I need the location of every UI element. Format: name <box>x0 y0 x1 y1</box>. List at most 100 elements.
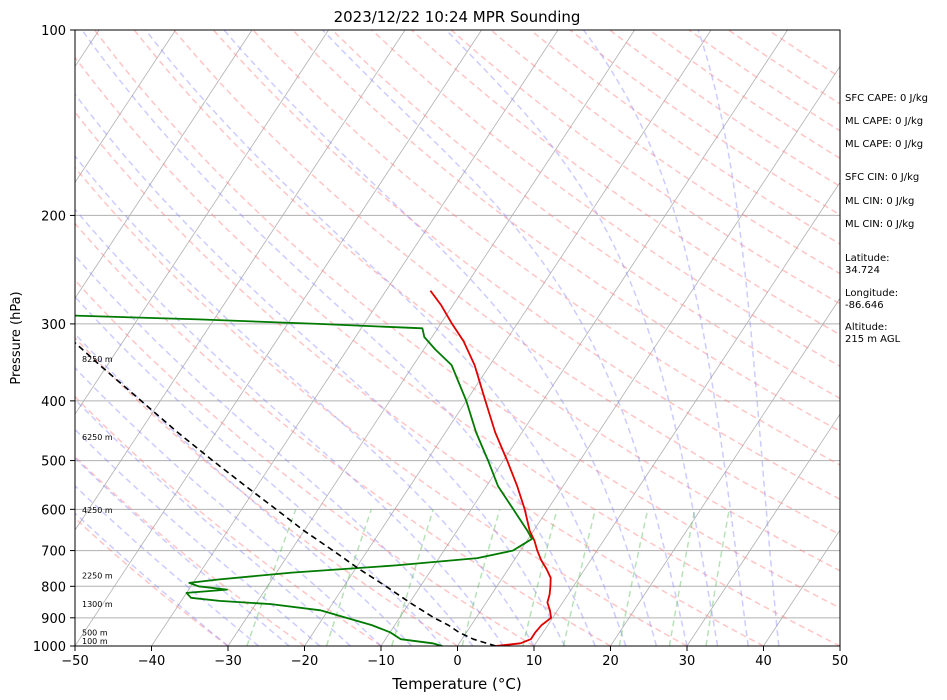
x-tick-label: 10 <box>526 654 543 669</box>
y-tick-label: 200 <box>41 209 66 224</box>
dry-adiabat <box>75 517 229 646</box>
isotherm-line <box>227 30 635 646</box>
moist-adiabat <box>75 428 321 646</box>
sfc-cin-text: SFC CIN: 0 J/kg <box>845 172 920 183</box>
moist-adiabat <box>75 457 290 646</box>
latitude-text: Latitude: 34.724 <box>845 253 890 276</box>
moist-adiabat <box>75 398 351 646</box>
dry-adiabat <box>252 30 840 466</box>
y-tick-label: 400 <box>41 395 66 410</box>
dry-adiabat <box>450 30 840 305</box>
isotherm-line <box>763 529 840 646</box>
parcel-line <box>75 341 497 646</box>
x-tick-label: 40 <box>755 654 772 669</box>
background-lines <box>75 30 840 646</box>
dry-adiabat <box>75 395 382 646</box>
isotherm-line <box>457 65 840 646</box>
x-tick-label: −40 <box>138 654 165 669</box>
y-tick-label: 500 <box>41 455 66 470</box>
x-axis-label: Temperature (°C) <box>391 675 521 693</box>
mixing-ratio-line <box>705 509 731 646</box>
y-tick-label: 800 <box>41 580 66 595</box>
dry-adiabat <box>75 222 611 646</box>
x-tick-label: −50 <box>61 654 88 669</box>
dry-adiabat <box>93 30 840 609</box>
y-axis: 100 200 300 400 500 600 700 800 900 1000 <box>33 24 75 655</box>
ml-cape-text-2: ML CAPE: 0 J/kg <box>845 139 924 150</box>
chart-title: 2023/12/22 10:24 MPR Sounding <box>334 8 581 26</box>
moist-adiabat <box>75 484 260 646</box>
dry-adiabat <box>75 336 458 646</box>
longitude-text: Longitude: -86.646 <box>845 288 899 311</box>
dry-adiabat <box>75 279 535 646</box>
y-tick-label: 700 <box>41 545 66 560</box>
isotherm-line <box>75 30 329 415</box>
moist-adiabat <box>582 30 749 646</box>
height-label: 4250 m <box>82 506 113 515</box>
isotherm-line <box>380 30 788 646</box>
isotherm-line <box>75 30 406 531</box>
moist-adiabat <box>75 366 382 646</box>
y-axis-label: Pressure (hPa) <box>9 291 24 384</box>
isotherm-line <box>304 30 712 646</box>
dry-adiabat <box>75 110 764 646</box>
isotherm-line <box>75 30 176 184</box>
plot-frame <box>74 29 841 647</box>
series-layer <box>75 290 552 646</box>
height-label: 2250 m <box>82 572 113 581</box>
altitude-text: Altitude: 215 m AGL <box>845 322 901 345</box>
moist-adiabat <box>322 30 688 646</box>
moist-adiabat <box>75 254 474 646</box>
isotherm-line <box>75 30 482 646</box>
dry-adiabat <box>133 30 840 572</box>
height-label: 500 m <box>82 628 108 637</box>
ml-cape-text: ML CAPE: 0 J/kg <box>845 116 924 127</box>
x-tick-label: 50 <box>832 654 849 669</box>
height-label: 1300 m <box>82 600 113 609</box>
sfc-cape-text: SFC CAPE: 0 J/kg <box>845 93 928 104</box>
dewpoint-line <box>75 314 533 646</box>
isotherm-line <box>151 30 559 646</box>
dry-adiabat <box>173 30 840 536</box>
moist-adiabat <box>75 92 566 646</box>
mixing-ratio-line <box>668 509 696 646</box>
ml-cin-text-2: ML CIN: 0 J/kg <box>845 219 915 230</box>
x-tick-label: 30 <box>679 654 696 669</box>
moist-adiabat <box>75 295 443 646</box>
moist-adiabat <box>75 154 535 646</box>
moist-adiabat <box>445 30 719 646</box>
x-tick-label: −10 <box>367 654 394 669</box>
moist-adiabat <box>81 30 596 646</box>
x-tick-label: −30 <box>214 654 241 669</box>
x-axis: −50 −40 −30 −20 −10 0 10 20 30 40 50 <box>61 646 848 669</box>
mixing-ratio-line <box>246 509 297 646</box>
mixing-ratio-line <box>562 509 597 646</box>
x-tick-label: −20 <box>291 654 318 669</box>
height-label: 6250 m <box>82 433 113 442</box>
dry-adiabat <box>410 30 840 336</box>
isotherm-line <box>75 30 253 299</box>
isotherm-line <box>533 181 840 646</box>
y-tick-label: 600 <box>41 503 66 518</box>
mixing-ratio-line <box>391 509 435 646</box>
isotherm-line <box>686 413 840 646</box>
y-tick-label: 100 <box>41 24 66 39</box>
dry-adiabat <box>371 30 840 367</box>
moist-adiabat <box>75 332 413 646</box>
mixing-ratio-line <box>325 509 373 646</box>
x-tick-label: 20 <box>602 654 619 669</box>
temperature-line <box>429 290 552 646</box>
dry-adiabat <box>75 56 840 646</box>
y-tick-label: 900 <box>41 612 66 627</box>
height-label: 8250 m <box>82 355 113 364</box>
moist-adiabat <box>223 30 658 646</box>
y-tick-label: 1000 <box>33 640 66 655</box>
mixing-ratio-line <box>461 509 501 646</box>
moist-adiabat <box>697 30 780 646</box>
dry-adiabat <box>212 30 840 501</box>
isotherm-line <box>610 297 840 646</box>
height-label: 100 m <box>82 637 108 646</box>
moist-adiabat <box>144 30 627 646</box>
